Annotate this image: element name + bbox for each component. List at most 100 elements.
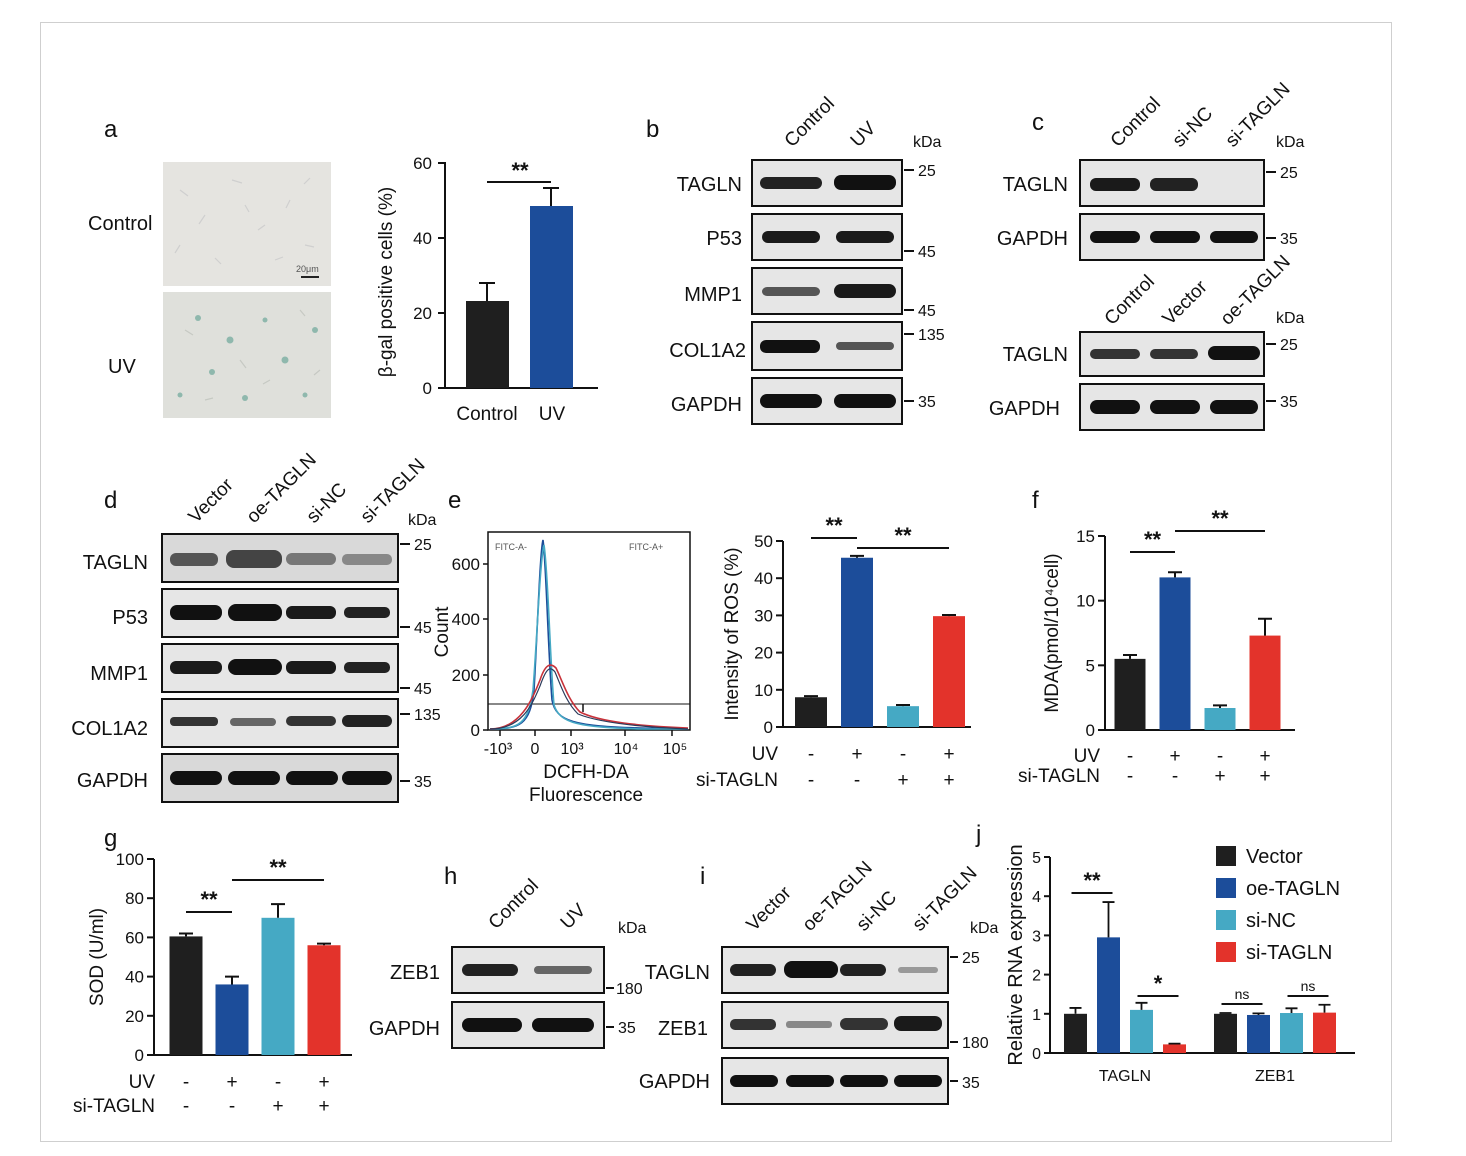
flow-ytick-400: 400 <box>452 610 480 629</box>
chart-j-errorbar-1-2 <box>1285 1007 1298 1014</box>
chart-j-errorbar-1-3 <box>1318 1003 1331 1013</box>
chart-g-errorbar-0 <box>179 932 193 937</box>
micrograph-uv <box>163 292 331 418</box>
blot-b-gapdh <box>751 377 903 425</box>
chart-f-bar-2 <box>1204 708 1236 730</box>
protein-i-zeb1: ZEB1 <box>658 1018 708 1040</box>
protein-c2-tagln: TAGLN <box>1003 344 1068 366</box>
chart-e-si-sign-2: + <box>897 770 908 791</box>
ytick-a-0: 0 <box>423 379 432 398</box>
chart-e-si-sign-3: + <box>943 770 954 791</box>
chart-g-si-sign-3: + <box>318 1096 329 1117</box>
chart-e-sig-1: ** <box>894 523 912 548</box>
chart-g-uv-sign-2: - <box>275 1072 281 1093</box>
chart-f-ytick-0: 0 <box>1086 721 1095 740</box>
marker-c-35: 35 <box>1280 231 1298 248</box>
y-ticks-a: 0 20 40 60 <box>413 154 445 398</box>
blot-b-p53 <box>751 213 903 261</box>
flow-xtick-0: 0 <box>531 741 540 758</box>
chart-g-si-sign-0: - <box>183 1096 189 1117</box>
protein-b-p53: P53 <box>706 228 742 250</box>
marker-d-135: 135 <box>414 707 441 724</box>
sig-a: ** <box>511 158 529 183</box>
chart-j-errorbar-1-0 <box>1219 1012 1232 1014</box>
blot-i-zeb1 <box>721 1001 949 1049</box>
chart-j-errorbar-1-1 <box>1252 1012 1265 1015</box>
chart-j-ytick-1: 1 <box>1032 1007 1041 1024</box>
chart-e-ytick-5: 50 <box>754 532 773 551</box>
marker-c2-35: 35 <box>1280 394 1298 411</box>
markers-d <box>400 543 410 782</box>
flow-xtick-3: 10³ <box>560 741 584 758</box>
chart-j-ytick-2: 2 <box>1032 968 1041 985</box>
chart-f-uv-sign-0: - <box>1127 746 1133 767</box>
chart-j-bar-0-1 <box>1097 937 1120 1053</box>
xcat-a-uv: UV <box>539 404 566 425</box>
chart-j-legend-swatch-1 <box>1216 878 1236 898</box>
chart-g-bar-1 <box>215 984 249 1055</box>
lane-h-uv: UV <box>557 900 591 934</box>
lane-c2-control: Control <box>1101 271 1159 329</box>
gate-left-label: FITC-A- <box>495 542 527 552</box>
ytick-a-2: 40 <box>413 229 432 248</box>
protein-b-col1a2: COL1A2 <box>669 340 746 362</box>
panel-label-g: g <box>104 825 117 852</box>
chart-e-uv-sign-0: - <box>808 744 814 765</box>
markers-i <box>950 956 958 1082</box>
chart-f-errorbar-3 <box>1258 617 1272 636</box>
blot-i-tagln <box>721 946 949 994</box>
flow-xlabel-1: DCFH-DA <box>543 762 629 783</box>
chart-g-ylabel: SOD (U/ml) <box>87 908 108 1006</box>
chart-g-uv-sign-3: + <box>318 1072 329 1093</box>
protein-i-tagln: TAGLN <box>645 962 710 984</box>
gate-right-label: FITC-A+ <box>629 542 663 552</box>
chart-g-uv-sign-0: - <box>183 1072 189 1093</box>
marker-i-25: 25 <box>962 950 980 967</box>
errorbar-a-control <box>479 282 495 301</box>
blot-c-gapdh <box>1079 213 1265 261</box>
lane-d-sinc: si-NC <box>303 479 351 527</box>
chart-g-sig-1: ** <box>269 855 287 880</box>
chart-e-ytick-1: 10 <box>754 681 773 700</box>
chart-g-errorbar-2 <box>271 903 285 918</box>
chart-j-bar-1-0 <box>1214 1013 1237 1053</box>
chart-e-bar-0 <box>795 697 827 727</box>
flow-xtick-neg: -10³ <box>484 741 513 758</box>
chart-e-errorbar-0 <box>804 695 818 698</box>
ylabel-a: β-gal positive cells (%) <box>376 187 397 377</box>
chart-e-uv-sign-1: + <box>851 744 862 765</box>
flow-y-axis <box>483 563 488 731</box>
lane-d-vector: Vector <box>185 474 238 527</box>
chart-g-bar-3 <box>307 945 341 1055</box>
lane-c2-vector: Vector <box>1159 276 1212 329</box>
chart-f-ytick-2: 10 <box>1076 592 1095 611</box>
protein-b-tagln: TAGLN <box>677 174 742 196</box>
chart-f-sig-0: ** <box>1144 527 1162 552</box>
chart-e-ytick-4: 40 <box>754 569 773 588</box>
chart-a: 0 20 40 60 β-gal positive cells (%) ** C… <box>376 154 598 425</box>
chart-j-bar-1-2 <box>1280 1013 1303 1053</box>
blot-b-tagln <box>751 159 903 207</box>
panel-label-d: d <box>104 487 117 514</box>
chart-j-xcat-1: ZEB1 <box>1255 1068 1295 1085</box>
chart-f-bar-3 <box>1249 635 1281 730</box>
protein-c-tagln: TAGLN <box>1003 174 1068 196</box>
chart-j-legend-swatch-3 <box>1216 942 1236 962</box>
blot-b-mmp1 <box>751 267 903 315</box>
blot-d-gapdh <box>161 753 399 803</box>
chart-f-si-sign-3: + <box>1259 766 1270 787</box>
chart-j-errorbar-0-3 <box>1168 1042 1181 1045</box>
panel-label-i: i <box>700 863 705 890</box>
blot-c2-gapdh <box>1079 383 1265 431</box>
chart-g-ytick-1: 20 <box>125 1007 144 1026</box>
micrograph-control: 20μm <box>163 162 331 286</box>
chart-g: 0 20 40 60 80 100 SOD (U/ml) ** ** UV si-TAGLN - + - +… <box>73 850 352 1117</box>
marker-b-45b: 45 <box>918 303 936 320</box>
markers-c-top <box>1266 171 1276 239</box>
chart-e-ytick-0: 0 <box>764 718 773 737</box>
chart-f-treat-si: si-TAGLN <box>1018 766 1100 787</box>
chart-j-bar-0-3 <box>1163 1044 1186 1053</box>
protein-d-mmp1: MMP1 <box>90 663 148 685</box>
